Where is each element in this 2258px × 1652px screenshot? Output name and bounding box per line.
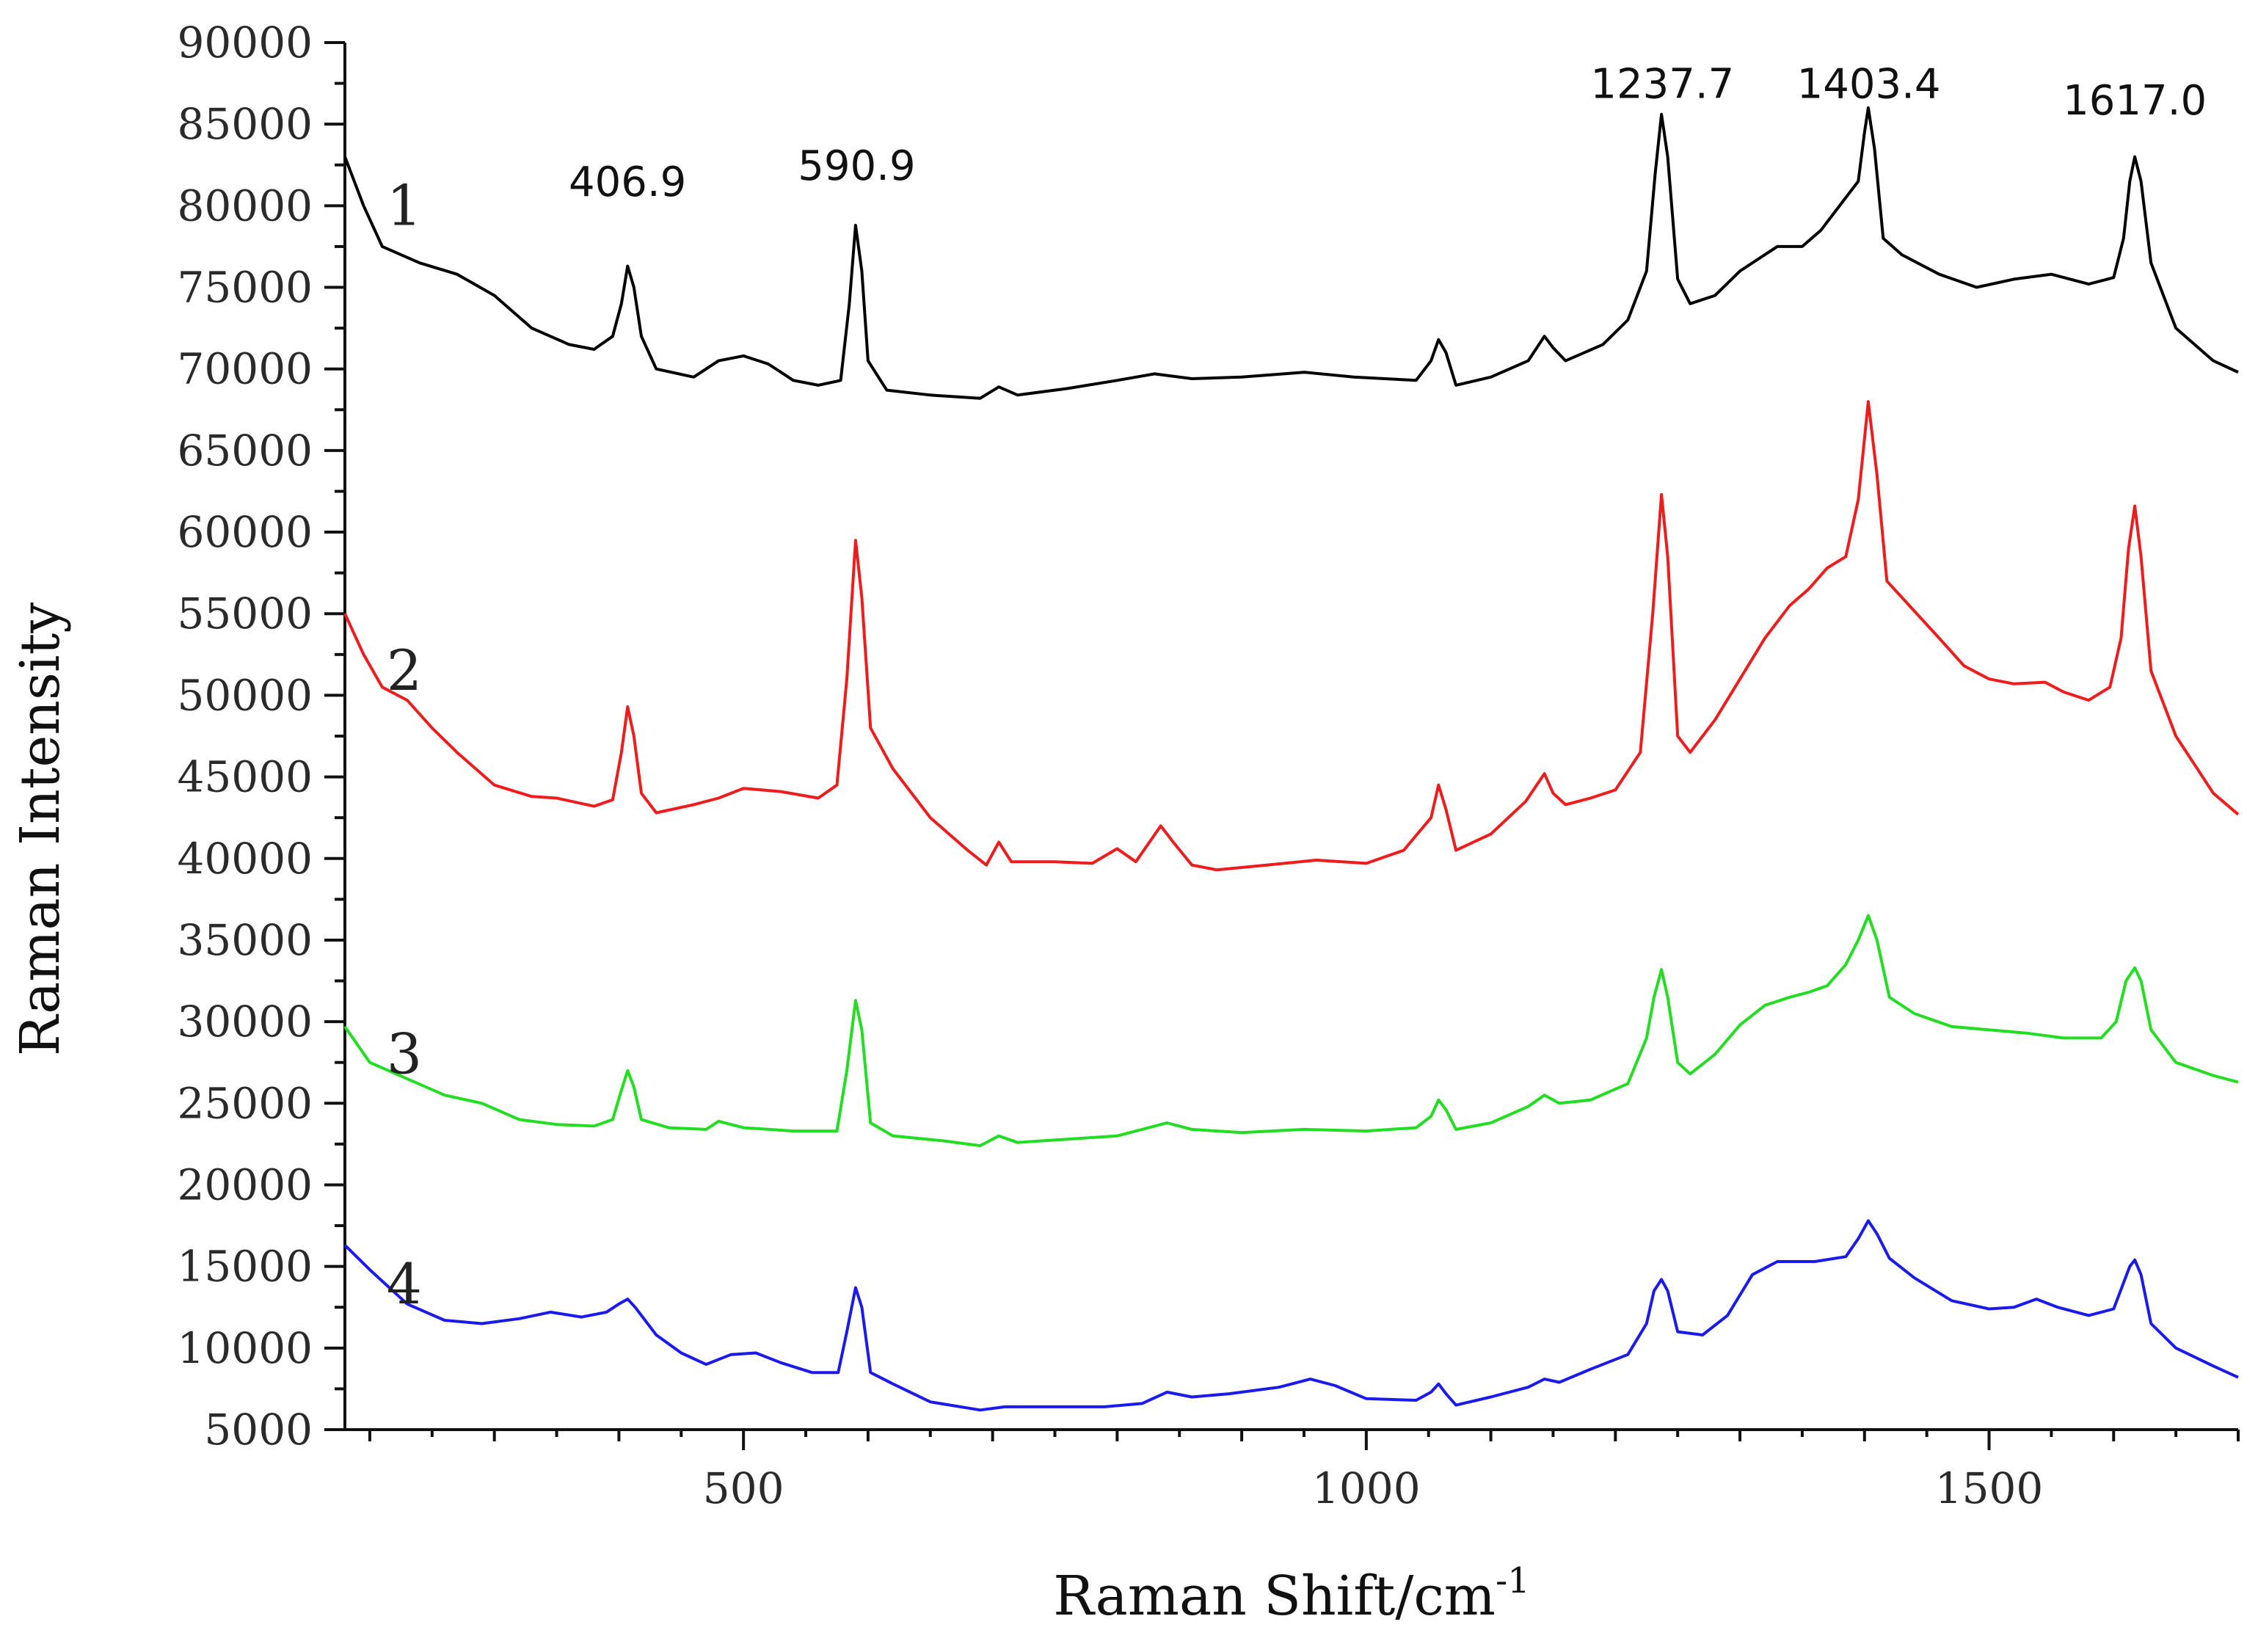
y-tick-label: 25000 bbox=[177, 1078, 313, 1128]
peak-label: 1403.4 bbox=[1797, 61, 1941, 109]
y-tick-label: 5000 bbox=[204, 1405, 313, 1455]
x-tick-label: 500 bbox=[703, 1463, 784, 1513]
y-tick-label: 85000 bbox=[177, 99, 313, 149]
x-tick-label: 1500 bbox=[1935, 1463, 2044, 1513]
y-tick-label: 55000 bbox=[177, 589, 313, 638]
axis-ticks: 5000 10000 15000 20000 25000 30000 35000 40000 4… bbox=[177, 18, 2240, 1513]
series-labels: 1 2 3 4 bbox=[387, 172, 422, 1317]
x-axis-title-superscript: -1 bbox=[1496, 1560, 1530, 1601]
peak-label: 1617.0 bbox=[2063, 77, 2207, 125]
series-3-line bbox=[343, 914, 2239, 1148]
y-tick-label: 45000 bbox=[177, 752, 313, 802]
x-axis-title-text: Raman Shift/cm bbox=[1053, 1565, 1496, 1628]
series-3-label: 3 bbox=[387, 1022, 422, 1087]
y-tick-label: 15000 bbox=[177, 1242, 313, 1292]
x-tick-label: 1000 bbox=[1312, 1463, 1421, 1513]
spectra-series bbox=[343, 106, 2240, 1412]
peak-label: 590.9 bbox=[798, 142, 915, 190]
y-axis-title: Raman Intensity bbox=[9, 603, 72, 1056]
y-tick-label: 40000 bbox=[177, 834, 313, 884]
series-2-line bbox=[343, 400, 2240, 872]
series-1-label: 1 bbox=[387, 172, 422, 238]
peak-label: 1237.7 bbox=[1590, 61, 1734, 109]
y-tick-label: 35000 bbox=[177, 915, 313, 965]
y-tick-label: 65000 bbox=[177, 426, 313, 476]
series-2-label: 2 bbox=[387, 638, 422, 703]
y-tick-label: 80000 bbox=[177, 181, 313, 230]
y-tick-label: 20000 bbox=[177, 1160, 313, 1209]
peak-annotations: 406.9 590.9 1237.7 1403.4 1617.0 bbox=[569, 61, 2207, 206]
y-tick-label: 10000 bbox=[177, 1323, 313, 1373]
y-tick-label: 70000 bbox=[177, 344, 313, 394]
x-axis-title: Raman Shift/cm-1 bbox=[1053, 1560, 1529, 1628]
peak-label: 406.9 bbox=[569, 159, 686, 206]
y-tick-label: 50000 bbox=[177, 670, 313, 720]
series-4-line bbox=[343, 1219, 2239, 1412]
y-tick-label: 30000 bbox=[177, 997, 313, 1047]
y-tick-label: 90000 bbox=[177, 18, 313, 68]
y-tick-label: 60000 bbox=[177, 507, 313, 557]
series-4-label: 4 bbox=[387, 1251, 422, 1317]
y-tick-label: 75000 bbox=[177, 263, 313, 313]
axes bbox=[343, 43, 2238, 1431]
series-1-line bbox=[343, 106, 2239, 400]
